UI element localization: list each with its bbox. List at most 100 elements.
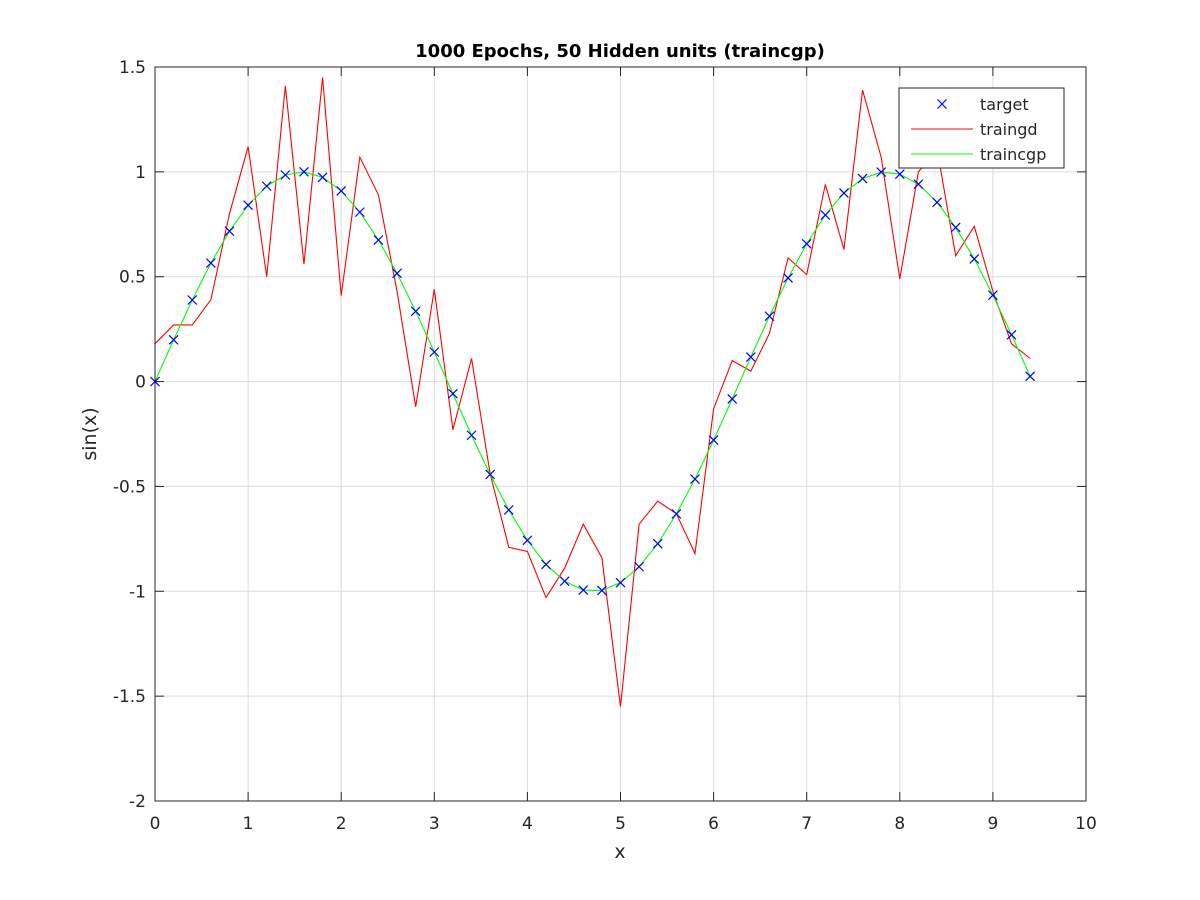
marker-stroke [1025, 371, 1036, 382]
y-tick-label: -0.5 [113, 477, 146, 497]
y-tick-label: 0.5 [119, 268, 146, 288]
data-point-target [466, 430, 477, 441]
marker-stroke [354, 207, 365, 218]
marker-stroke [429, 347, 440, 357]
data-point-target [410, 306, 421, 317]
marker-stroke [205, 258, 216, 269]
data-point-target [373, 235, 384, 245]
data-point-target [764, 311, 775, 322]
data-point-target [913, 179, 924, 190]
data-point-target [1006, 329, 1017, 340]
data-point-target [690, 474, 700, 485]
data-point-target [354, 207, 365, 218]
data-point-target [596, 585, 607, 596]
data-point-target [801, 238, 812, 249]
data-point-target [392, 268, 402, 279]
x-tick-label: 2 [336, 814, 347, 834]
marker-stroke [168, 334, 179, 345]
marker-stroke [894, 169, 905, 180]
data-point-target [187, 295, 198, 305]
y-tick-label: 1 [135, 163, 146, 183]
marker-stroke [187, 295, 198, 305]
grid-lines [155, 67, 1086, 801]
marker-stroke [727, 394, 738, 404]
marker-stroke [336, 186, 347, 196]
marker-stroke [820, 210, 831, 220]
marker-stroke [671, 508, 682, 519]
marker-stroke [652, 538, 663, 549]
data-point-target [299, 166, 309, 177]
data-point-target [652, 538, 663, 549]
x-axis-label: x [614, 841, 625, 863]
data-point-target [485, 469, 496, 480]
x-tick-label: 5 [615, 814, 626, 834]
legend-item-traincgp: traincgp [911, 145, 1046, 164]
data-point-target [615, 577, 626, 588]
marker-stroke [783, 273, 794, 283]
data-point-target [671, 508, 682, 519]
legend: target traingd traincgp [898, 87, 1065, 169]
x-tick-label: 0 [150, 814, 161, 834]
data-point-target [987, 290, 998, 301]
marker-stroke [541, 559, 551, 570]
legend-item-target: target [937, 95, 1029, 114]
legend-box [898, 87, 1065, 169]
marker-stroke [987, 290, 998, 301]
y-tick-label: 0 [135, 373, 146, 393]
data-point-target [820, 210, 831, 220]
x-tick-label: 7 [801, 814, 812, 834]
marker-stroke [745, 352, 756, 362]
data-point-target [894, 169, 905, 180]
axis-ticks: 0 1 2 3 4 5 6 7 8 9 10 1.5 1 0.5 0 -0.5 -1 -1.5 -2 [113, 58, 1097, 834]
marker-stroke [578, 585, 589, 595]
marker-stroke [280, 170, 291, 180]
legend-label: traincgp [980, 145, 1046, 164]
marker-stroke [392, 268, 402, 279]
marker-stroke [950, 222, 961, 233]
data-point-target [634, 561, 645, 572]
marker-stroke [690, 474, 700, 485]
marker-stroke [932, 197, 942, 208]
marker-stroke [937, 99, 947, 109]
y-tick-label: -1.5 [113, 687, 146, 707]
legend-item-traingd: traingd [911, 120, 1038, 139]
marker-stroke [857, 173, 868, 184]
data-point-target [522, 535, 533, 546]
marker-stroke [1006, 329, 1017, 340]
data-point-target [205, 258, 216, 269]
legend-label: traingd [980, 120, 1038, 139]
marker-stroke [913, 179, 924, 190]
data-point-target [280, 170, 291, 180]
marker-stroke [410, 306, 421, 317]
data-point-target [950, 222, 961, 233]
data-point-target [447, 388, 458, 399]
marker-stroke [708, 435, 719, 446]
data-point-target [559, 576, 570, 587]
data-point-target [317, 172, 328, 183]
marker-stroke [522, 535, 533, 546]
data-point-target [969, 253, 980, 264]
x-tick-label: 10 [1075, 814, 1097, 834]
legend-swatch [937, 99, 947, 109]
x-tick-label: 6 [708, 814, 719, 834]
data-point-target [168, 334, 179, 345]
x-tick-label: 3 [429, 814, 440, 834]
data-point-target [224, 226, 235, 237]
data-point-target [708, 435, 719, 446]
data-point-target [857, 173, 868, 184]
data-point-target [541, 559, 551, 570]
y-tick-label: -2 [129, 792, 146, 812]
series-line-traingd [154, 77, 1031, 707]
marker-stroke [317, 172, 328, 183]
marker-stroke [764, 311, 775, 322]
marker-stroke [839, 188, 849, 198]
data-point-target [727, 394, 738, 404]
series-line-traincgp [154, 171, 1031, 592]
y-axis-label: sin(x) [79, 407, 101, 460]
data-point-target [932, 197, 942, 208]
marker-stroke [299, 166, 309, 177]
data-point-target [336, 186, 347, 196]
legend-label: target [980, 95, 1029, 114]
marker-stroke [466, 430, 477, 441]
